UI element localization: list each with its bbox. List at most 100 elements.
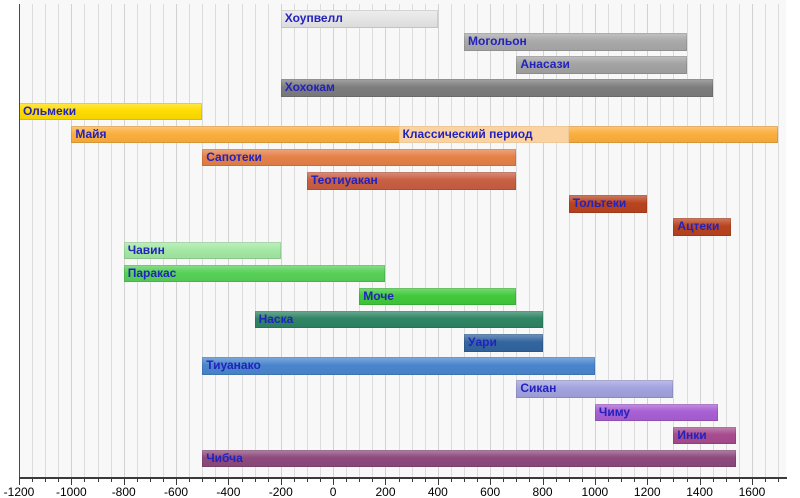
axis-tick-label: 200: [375, 485, 396, 498]
axis-tick-label: 600: [480, 485, 501, 498]
axis-tick-label: 0: [329, 485, 337, 498]
gridline: [529, 4, 531, 478]
timeline-bar: Чибча: [202, 449, 737, 468]
gridline: [751, 4, 753, 478]
axis-tick: [123, 479, 125, 485]
axis-tick: [581, 479, 583, 482]
axis-tick: [424, 479, 426, 482]
y-axis-line: [19, 4, 20, 478]
gridline: [464, 4, 466, 478]
gridline: [306, 4, 308, 478]
gridline: [673, 4, 675, 478]
axis-tick: [660, 479, 662, 482]
gridline: [607, 4, 609, 478]
gridline: [97, 4, 99, 478]
axis-tick-label: -1200: [3, 485, 35, 498]
gridline: [686, 4, 688, 478]
gridline: [594, 4, 596, 478]
bar-label: Анасази: [520, 57, 570, 72]
axis-tick: [542, 479, 544, 485]
gridline: [320, 4, 322, 478]
axis-tick: [450, 479, 452, 482]
gridline: [84, 4, 86, 478]
timeline-bar: Хохокам: [280, 79, 713, 97]
axis-tick: [607, 479, 609, 482]
axis-tick: [359, 479, 361, 482]
axis-tick-label: -600: [164, 485, 189, 498]
axis-tick: [71, 479, 73, 485]
timeline-bar: Сапотеки: [202, 148, 517, 167]
x-axis-line: [19, 477, 787, 479]
gridline: [516, 4, 518, 478]
gridline: [123, 4, 125, 478]
gridline: [385, 4, 387, 478]
gridline: [621, 4, 623, 478]
gridline: [660, 4, 662, 478]
gridline: [162, 4, 164, 478]
plot-area: Хоупвелл Могольон Анасази Хохокам Ольмеки Кла…: [19, 0, 786, 478]
axis-tick: [32, 479, 34, 482]
axis-tick: [490, 479, 492, 485]
bar-label: Ацтеки: [677, 219, 720, 234]
timeline-bar: Сикан: [516, 380, 674, 398]
timeline-bar: Инки: [673, 426, 737, 445]
gridline: [110, 4, 112, 478]
gridline: [359, 4, 361, 478]
gridline: [581, 4, 583, 478]
gridline: [450, 4, 452, 478]
gridline: [712, 4, 714, 478]
axis-tick: [529, 479, 531, 482]
axis-tick: [699, 479, 701, 485]
timeline-bar: Паракас: [123, 264, 386, 283]
axis-tick: [19, 479, 20, 485]
timeline-bar: Тиуанако: [202, 357, 595, 375]
axis-tick: [202, 479, 204, 482]
gridline: [555, 4, 557, 478]
axis-tick: [725, 479, 727, 482]
axis-tick: [215, 479, 217, 482]
axis-tick: [241, 479, 243, 482]
segment-label: Классический период: [402, 126, 533, 141]
bar-label: Теотиуакан: [310, 173, 378, 188]
bar-label: Наска: [258, 311, 294, 326]
axis-tick: [686, 479, 688, 482]
gridline: [542, 4, 544, 478]
gridline: [136, 4, 138, 478]
timeline-bar-segment: Классический период: [398, 125, 569, 144]
timeline-bar: Хоупвелл: [280, 10, 438, 28]
gridline: [424, 4, 426, 478]
gridline: [437, 4, 439, 478]
bar-label: Майя: [75, 126, 107, 141]
gridline: [280, 4, 282, 478]
gridline: [228, 4, 230, 478]
axis-tick: [673, 479, 675, 482]
axis-tick: [437, 479, 439, 485]
axis-tick: [751, 479, 753, 485]
gridline: [503, 4, 505, 478]
gridline: [634, 4, 636, 478]
gridline: [215, 4, 217, 478]
axis-tick: [97, 479, 99, 482]
gridline: [411, 4, 413, 478]
bar-label: Хоупвелл: [284, 11, 343, 25]
axis-tick-label: -1000: [55, 485, 87, 498]
axis-tick: [149, 479, 151, 482]
axis-tick-label: 1400: [686, 485, 713, 498]
gridline: [189, 4, 191, 478]
bar-label: Сапотеки: [206, 149, 262, 164]
axis-tick: [634, 479, 636, 482]
axis-tick: [594, 479, 596, 485]
axis-tick: [267, 479, 269, 482]
bar-label: Тиуанако: [206, 358, 261, 373]
axis-tick: [778, 479, 780, 482]
axis-tick: [516, 479, 518, 482]
axis-tick: [45, 479, 47, 482]
timeline-bar: Могольон: [464, 33, 687, 51]
axis-tick: [110, 479, 112, 482]
axis-tick: [333, 479, 335, 485]
gridline: [738, 4, 740, 478]
gridline: [176, 4, 178, 478]
timeline-bar: Чиму: [594, 403, 718, 422]
gridline: [699, 4, 701, 478]
